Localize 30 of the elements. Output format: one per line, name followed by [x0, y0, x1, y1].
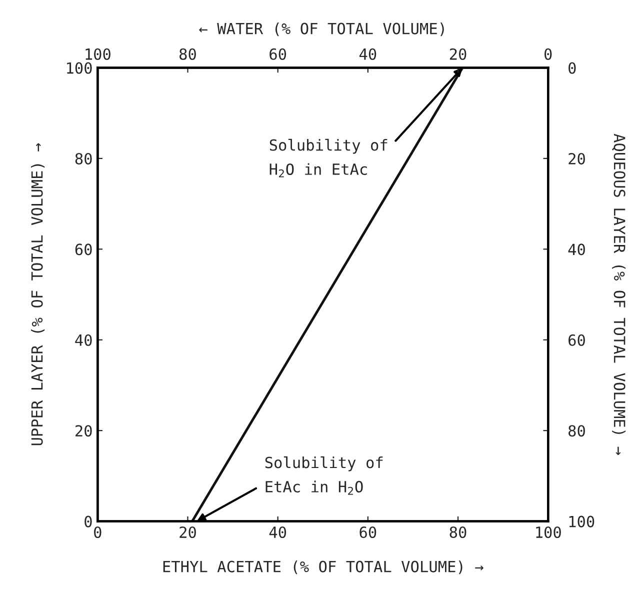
x-tick-label: 0 — [94, 526, 102, 538]
y-tick-label: 100 — [67, 62, 92, 74]
x2-tick-label: 20 — [450, 48, 466, 60]
y-tick-label: 40 — [75, 334, 92, 346]
x2-tick-label: 80 — [180, 48, 196, 60]
x2-tick-label: 60 — [270, 48, 286, 60]
y2-tick-label: 0 — [568, 62, 576, 74]
annotation: Solubility of H$_{2}$O in EtAc — [270, 138, 388, 178]
y-tick-label: 80 — [75, 152, 92, 165]
x2-tick-label: 0 — [544, 48, 552, 60]
y2-tick-label: 40 — [568, 244, 585, 256]
y2-tick-label: 60 — [568, 334, 585, 346]
y-tick-label: 60 — [75, 244, 92, 256]
x-tick-label: 80 — [450, 526, 466, 538]
x-tick-label: 40 — [269, 526, 286, 538]
y-tick-label: 0 — [84, 516, 92, 528]
x-tick-label: 20 — [180, 526, 196, 538]
x2-axis-title: ← WATER (% OF TOTAL VOLUME) — [199, 22, 444, 36]
y2-tick-label: 100 — [569, 516, 594, 528]
y-axis-title: UPPER LAYER (% OF TOTAL VOLUME) → — [30, 143, 45, 446]
y2-tick-label: 20 — [568, 152, 585, 165]
x-tick-label: 60 — [360, 526, 376, 538]
annotation: Solubility of EtAc in H$_{2}$O — [265, 456, 383, 495]
y2-axis-title: AQUEOUS LAYER (% OF TOTAL VOLUME) → — [612, 134, 626, 455]
x2-tick-label: 100 — [86, 48, 110, 60]
x-axis-title: ETHYL ACETATE (% OF TOTAL VOLUME) → — [163, 560, 484, 574]
x-tick-label: 100 — [536, 526, 561, 538]
y-tick-label: 20 — [76, 425, 92, 437]
y2-tick-label: 80 — [568, 425, 585, 437]
x2-tick-label: 40 — [359, 48, 376, 60]
